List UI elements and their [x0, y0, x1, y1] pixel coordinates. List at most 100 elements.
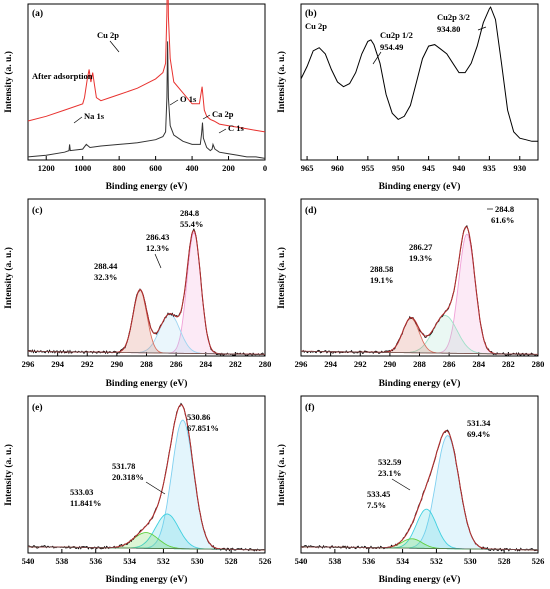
panel-b-plot: 965 960 955 950 945 940 935 930	[300, 6, 538, 173]
panel-c-xtick-label: 290	[111, 359, 124, 369]
panel-f-peak2-arrow	[391, 478, 411, 491]
panel-a-label: (a)	[32, 8, 43, 19]
panel-d-component-2	[301, 317, 538, 355]
panel-e-peak3-pos: 533.03	[70, 487, 93, 497]
panel-f-peak3-pct: 7.5%	[367, 500, 386, 510]
panel-d-xtick-label: 282	[502, 359, 515, 369]
panel-f-ylabel: Intensity (a. u.)	[276, 444, 287, 506]
panel-b-xtick-label: 950	[392, 163, 405, 173]
panel-a-frame	[27, 3, 266, 161]
panel-f-peak1-pos: 531.34	[467, 418, 491, 428]
panel-c-peak3-pct: 32.3%	[94, 272, 117, 282]
panel-c-xtick-label: 294	[51, 359, 65, 369]
panel-e-peak2-arrow	[145, 481, 166, 495]
panel-b-peak2-value: 934.80	[437, 24, 460, 34]
panel-d-ylabel: Intensity (a. u.)	[276, 247, 287, 309]
panel-c-peak2-arrow	[154, 253, 162, 269]
panel-d-xlabel: Binding energy (eV)	[379, 378, 461, 389]
panel-c-peak1-pos: 284.8	[180, 208, 199, 218]
panel-e-xlabel: Binding energy (eV)	[106, 574, 188, 585]
panel-b-ylabel: Intensity (a. u.)	[276, 51, 287, 113]
panel-f-xtick-label: 536	[362, 556, 375, 566]
panel-c-label: (c)	[32, 205, 43, 216]
panel-c-xtick-label: 280	[259, 359, 272, 369]
panel-a-xtick-label: 1000	[74, 163, 91, 173]
panel-f-xtick-label: 526	[532, 556, 545, 566]
panel-d-xtick-label: 284	[472, 359, 486, 369]
panel-b-xtick-label: 960	[331, 163, 344, 173]
panel-a-xtick-label: 1200	[38, 163, 55, 173]
panel-b-xtick-label: 955	[361, 163, 374, 173]
panel-d-peak3-pct: 19.1%	[370, 275, 393, 285]
panel-f-xtick-label: 538	[328, 556, 341, 566]
panel-e-xtick-label: 534	[123, 556, 137, 566]
panel-c-peak2-pct: 12.3%	[146, 243, 169, 253]
panel-c-xtick-label: 292	[81, 359, 94, 369]
panel-b-peak1-value: 954.49	[380, 42, 403, 52]
panel-d-xtick-label: 280	[532, 359, 545, 369]
panel-b-peak1-arrow	[372, 51, 382, 65]
panel-e-fit-envelope	[28, 404, 266, 551]
panel-e-frame	[27, 395, 266, 554]
panel-d-label: (d)	[305, 205, 317, 216]
panel-d-peak1-pct: 61.6%	[491, 215, 514, 225]
panel-e-xtick-label: 532	[157, 556, 170, 566]
panel-a-xtick-label: 0	[263, 163, 267, 173]
panel-a-o1s-arrow	[169, 99, 179, 106]
panel-e-raw-data	[27, 402, 266, 552]
panel-a-cu2p-arrow	[109, 40, 120, 53]
panel-a-cu2p-label: Cu 2p	[97, 30, 119, 40]
panel-c-xtick-label: 282	[229, 359, 242, 369]
panel-c-xtick-label: 286	[170, 359, 183, 369]
panel-d-xtick-label: 288	[413, 359, 426, 369]
panel-e-xtick-label: 538	[55, 556, 68, 566]
panel-f-label: (f)	[305, 402, 315, 413]
panel-f-frame	[300, 395, 539, 554]
panel-e-xtick-label: 526	[259, 556, 272, 566]
panel-d-peak2-pct: 19.3%	[409, 253, 432, 263]
panel-c: 296 294 292 290 288 286 284 282 280 (c) 284.8 55…	[3, 198, 272, 389]
panel-e-xtick-label: 536	[89, 556, 102, 566]
panel-f-peak2-pct: 23.1%	[378, 468, 401, 478]
panel-e-peak1-pos: 530.86	[187, 412, 210, 422]
panel-f-xtick-label: 532	[430, 556, 443, 566]
panel-a-xtick-label: 600	[149, 163, 162, 173]
panel-b-series-0-line	[300, 6, 538, 142]
panel-a-plot: 1200 1000 800 600 400 200 0	[27, 0, 267, 173]
panel-d: 296 294 292 290 288 286 284 282 280 (d) 284.8 61…	[276, 198, 545, 389]
panel-b-peak2-arrow	[477, 26, 487, 31]
panel-c-peak2-pos: 286.43	[146, 232, 169, 242]
panel-e-peak3-pct: 11.841%	[70, 498, 101, 508]
panel-e-baseline	[27, 546, 266, 551]
panel-b-xlabel: Binding energy (eV)	[379, 181, 461, 192]
panel-a-series-0-line	[27, 0, 266, 133]
panel-b-label: (b)	[305, 8, 317, 19]
panel-c-xtick-label: 288	[140, 359, 153, 369]
panel-e-xtick-label: 540	[22, 556, 35, 566]
panel-e-peak2-pct: 20.318%	[112, 472, 144, 482]
panel-b-xtick-label: 965	[301, 163, 314, 173]
panel-e-peak2-pos: 531.78	[112, 461, 135, 471]
panel-a-na1s-arrow	[73, 116, 83, 124]
panel-c-xtick-label: 284	[199, 359, 213, 369]
panel-a-ca2p-arrow	[202, 114, 211, 120]
panel-f: 540 538 536 534 532 530 528 526 (f) 531.34 69.4…	[276, 395, 545, 585]
panel-d-peak1-pos: 284.8	[495, 204, 514, 214]
panel-f-xlabel: Binding energy (eV)	[379, 574, 461, 585]
panel-d-plot: 296 294 292 290 288 286 284 282 280	[295, 224, 545, 369]
panel-f-peak3-pos: 533.45	[367, 489, 390, 499]
panel-b-peak2-name: Cu2p 3/2	[437, 12, 470, 22]
panel-f-xtick-label: 540	[295, 556, 308, 566]
panel-a-series-label: After adsorption	[32, 71, 93, 81]
panel-e-plot: 540 538 536 534 532 530 528 526	[22, 402, 272, 566]
panel-a-xtick-label: 800	[113, 163, 126, 173]
panel-e: 540 538 536 534 532 530 528 526 (e) 530.86 67.8…	[3, 395, 272, 585]
panel-e-xtick-label: 528	[225, 556, 238, 566]
panel-e-component-0	[28, 419, 266, 551]
panel-d-baseline	[300, 350, 539, 355]
panel-a-c1s-label: C 1s	[228, 123, 245, 133]
panel-d-xtick-label: 294	[324, 359, 338, 369]
panel-b: 965 960 955 950 945 940 935 930 (b) Cu 2p Cu2p …	[276, 3, 539, 192]
panel-a-series-1-line	[27, 41, 266, 159]
